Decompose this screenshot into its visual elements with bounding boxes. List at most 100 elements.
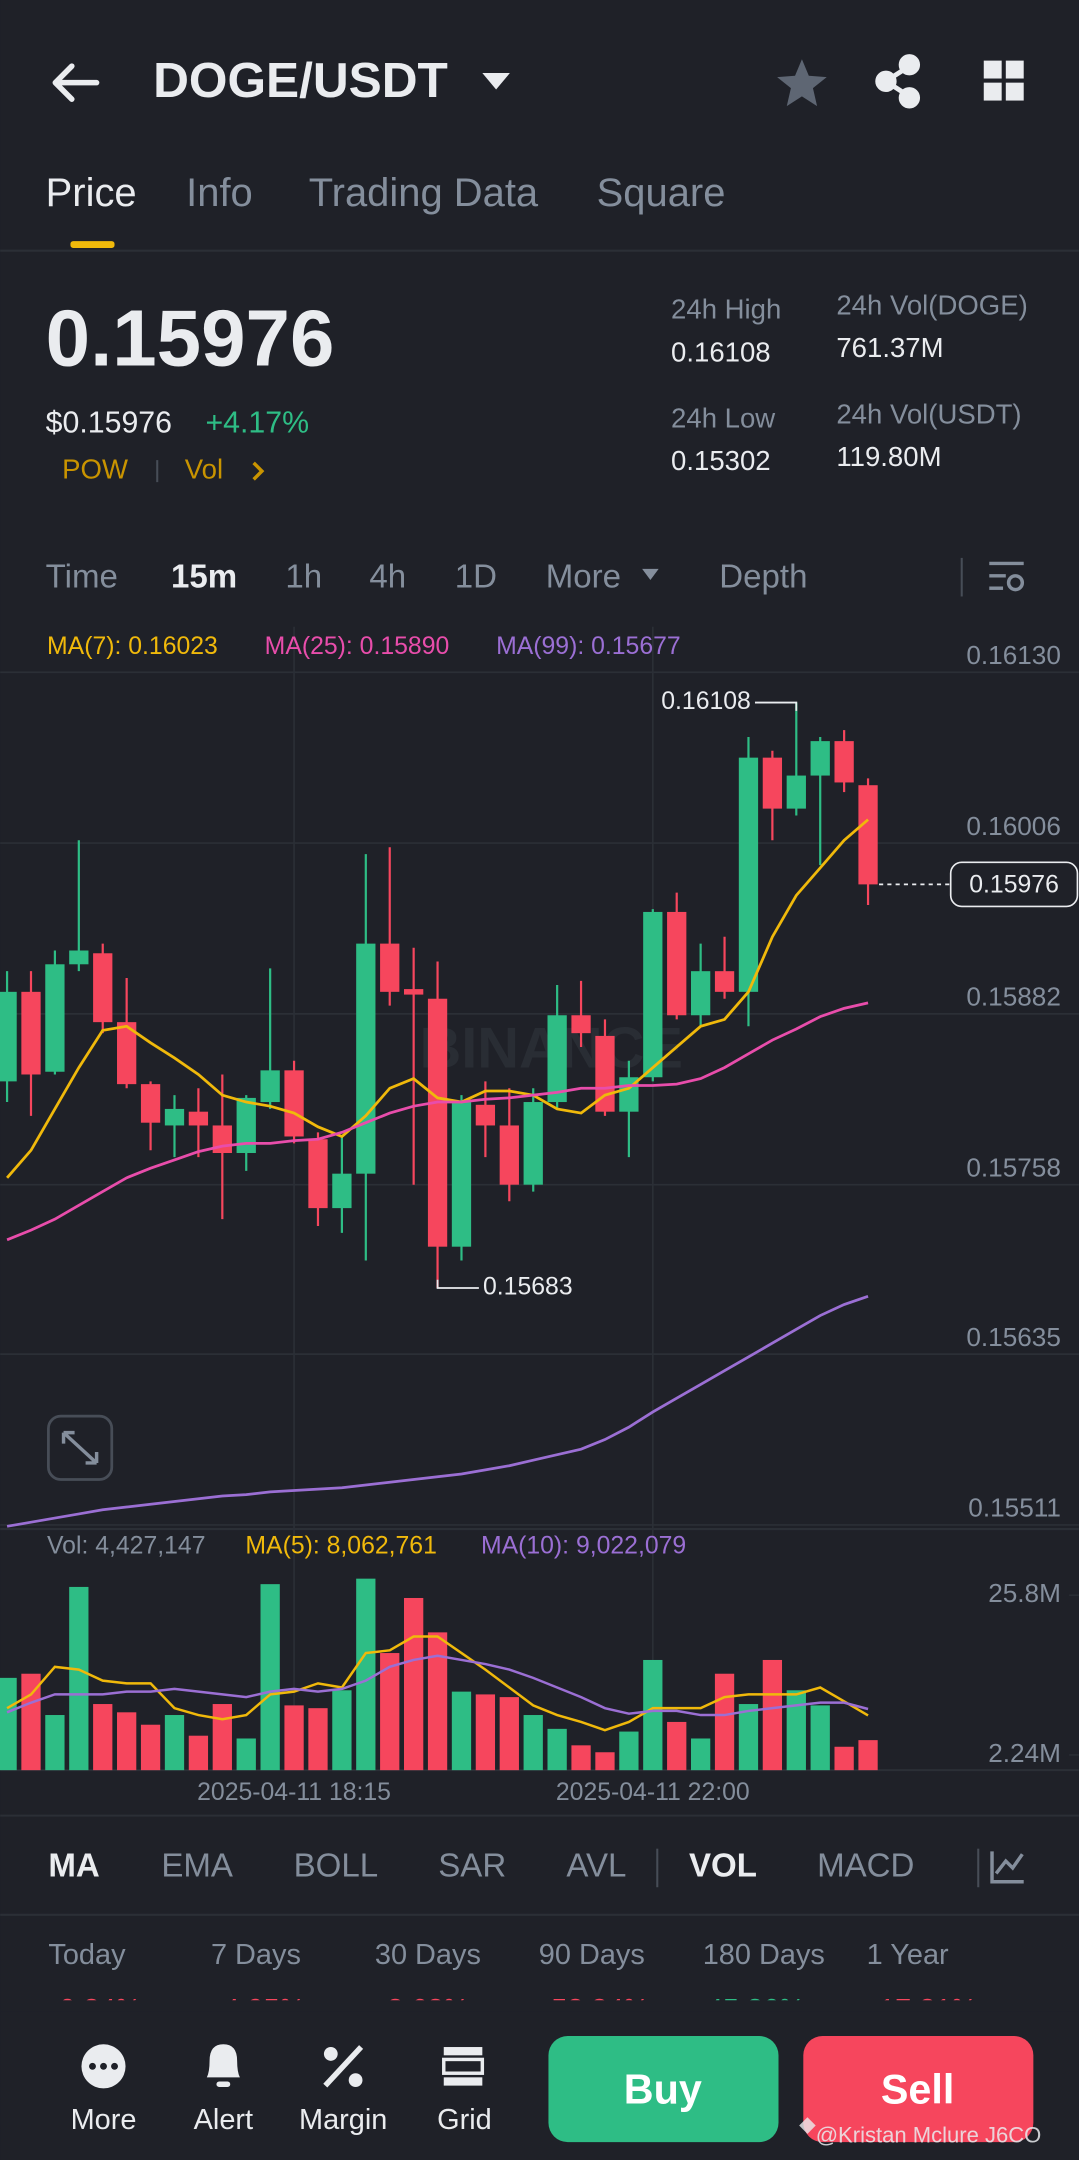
interval[interactable]: Depth xyxy=(719,558,807,595)
grid-icon[interactable] xyxy=(983,60,1024,101)
y-tick-label: 0.15882 xyxy=(966,982,1061,1012)
buy-button[interactable] xyxy=(548,2036,779,2143)
nav-label: Grid xyxy=(437,2104,492,2136)
nav-alert[interactable]: Alert xyxy=(194,2044,253,2136)
indicator-settings-icon[interactable] xyxy=(990,1851,1024,1884)
dropdown-icon xyxy=(642,568,659,580)
tab[interactable]: Info xyxy=(186,171,253,215)
tag[interactable]: POW xyxy=(62,453,128,484)
candle-body xyxy=(858,785,878,885)
volume-bar xyxy=(571,1745,591,1771)
share-dot xyxy=(898,87,921,109)
nav-grid[interactable]: Grid xyxy=(437,2047,492,2136)
candle-body xyxy=(571,1015,591,1034)
candle-body xyxy=(93,953,113,1023)
interval[interactable]: 4h xyxy=(369,558,406,595)
x-tick-label: 2025-04-11 18:15 xyxy=(197,1779,391,1806)
share-dot xyxy=(898,54,921,76)
back-button[interactable] xyxy=(52,63,100,102)
expand-button[interactable] xyxy=(47,1414,114,1481)
candle-body xyxy=(786,775,806,809)
volume-bar xyxy=(0,1677,17,1771)
candle-body xyxy=(140,1084,161,1123)
volume-bar xyxy=(332,1690,352,1771)
volume-ma-legend: MA(5): 8,062,761 xyxy=(245,1533,436,1560)
chevron xyxy=(252,461,265,481)
tab[interactable]: Price xyxy=(46,171,137,215)
interval[interactable]: More xyxy=(546,558,621,595)
volume-bar xyxy=(762,1659,783,1771)
period-value: 45.36% xyxy=(707,1994,805,2026)
indicator[interactable]: EMA xyxy=(161,1848,233,1885)
nav-label: More xyxy=(71,2104,137,2136)
tab[interactable]: Trading Data xyxy=(309,171,539,215)
indicator[interactable]: MACD xyxy=(817,1848,914,1885)
period-value: 0.34% xyxy=(59,1994,141,2026)
dropdown-icon[interactable] xyxy=(482,73,510,90)
watermark: @Kristan Mclure J6CO xyxy=(816,2122,1042,2147)
candle-body xyxy=(834,741,854,783)
ma-legend: MA(7): 0.16023 xyxy=(47,633,218,660)
low-pointer xyxy=(436,1279,479,1289)
chart-settings-icon[interactable] xyxy=(989,561,1025,592)
volume-bar xyxy=(380,1653,400,1771)
tag[interactable]: Vol xyxy=(185,453,223,484)
volume-bar xyxy=(738,1704,759,1771)
interval[interactable]: 1D xyxy=(455,558,497,595)
nav-icon xyxy=(348,2073,363,2087)
ma-line xyxy=(6,1001,869,1242)
expand-arrows xyxy=(61,1430,99,1465)
nav-icon-dot xyxy=(89,2062,96,2070)
grid-cell xyxy=(983,60,1002,79)
indicator[interactable]: BOLL xyxy=(294,1848,379,1885)
y-tick-label: 0.16006 xyxy=(966,811,1061,841)
volume-bar xyxy=(595,1752,615,1771)
ma-legend: MA(99): 0.15677 xyxy=(496,633,681,660)
candle-body xyxy=(738,757,759,992)
sell-button[interactable] xyxy=(803,2036,1034,2143)
stat-value: 0.16108 xyxy=(671,336,771,367)
share-dot xyxy=(875,70,897,92)
share-icon[interactable] xyxy=(875,54,921,109)
volume-tick-label: 2.24M xyxy=(988,1738,1061,1768)
tab[interactable]: Square xyxy=(597,171,726,215)
candle-body xyxy=(21,991,41,1075)
indicator[interactable]: AVL xyxy=(566,1848,626,1885)
nav-more[interactable]: More xyxy=(71,2044,137,2136)
indicator[interactable]: SAR xyxy=(438,1848,506,1885)
change: +4.17% xyxy=(205,406,309,439)
low-annotation: 0.15683 xyxy=(483,1274,573,1301)
candle-body xyxy=(667,911,687,1016)
expand-frame xyxy=(47,1414,114,1481)
stat-value: 0.15302 xyxy=(671,445,771,476)
volume-bar xyxy=(475,1694,496,1771)
volume-bar xyxy=(212,1704,232,1771)
grid-cell xyxy=(983,82,1002,101)
candle-body xyxy=(690,971,711,1016)
period-label: Today xyxy=(48,1939,126,1971)
indicator[interactable]: VOL xyxy=(689,1848,757,1885)
nav-margin[interactable]: Margin xyxy=(299,2045,387,2136)
volume-bar xyxy=(45,1715,65,1771)
period-label: 1 Year xyxy=(867,1939,949,1971)
last-price-box xyxy=(949,861,1079,908)
period-label: 7 Days xyxy=(211,1939,301,1971)
x-tick-label: 2025-04-11 22:00 xyxy=(556,1779,750,1806)
volume-bar xyxy=(356,1578,376,1771)
candle-body xyxy=(380,943,400,992)
period-label: 30 Days xyxy=(375,1939,481,1971)
interval[interactable]: 15m xyxy=(171,558,237,595)
last-price-label: 0.15976 xyxy=(969,871,1059,898)
volume-bar xyxy=(858,1740,878,1771)
candle-body xyxy=(523,1102,543,1185)
pair-title[interactable]: DOGE/USDT xyxy=(153,52,448,108)
candle-body xyxy=(308,1139,328,1209)
interval[interactable]: 1h xyxy=(285,558,322,595)
candle-body xyxy=(45,964,65,1072)
ma-line xyxy=(6,1294,869,1528)
favorite-icon[interactable] xyxy=(777,59,827,107)
indicator[interactable]: MA xyxy=(48,1848,99,1885)
volume-bar xyxy=(786,1690,806,1771)
interval[interactable]: Time xyxy=(46,558,118,595)
